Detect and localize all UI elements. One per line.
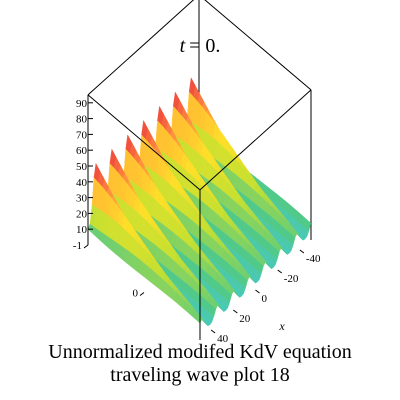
title-value: = 0. bbox=[189, 35, 220, 57]
x-tick-label: -40 bbox=[306, 253, 321, 265]
x-tick-mark bbox=[233, 309, 238, 314]
box-edge-top-back-right bbox=[204, 0, 312, 91]
z-tick-label: 70 bbox=[76, 129, 88, 141]
axis-ticks: 10 20 30 40 50 60 70 80 90 -1 0 -40 -20 0 20 40 x bbox=[73, 98, 321, 345]
title-variable: t bbox=[180, 35, 186, 57]
box-edge-top-front-left bbox=[87, 94, 201, 191]
z-tick-label: 90 bbox=[76, 98, 88, 110]
x-tick-label: -20 bbox=[284, 273, 299, 285]
y-tick-mark bbox=[83, 244, 89, 249]
x-tick-mark bbox=[299, 249, 305, 254]
z-tick-label: 60 bbox=[76, 145, 88, 157]
z-tick-label: 20 bbox=[76, 208, 88, 220]
bounding-box-back bbox=[87, 0, 312, 240]
wave-surface bbox=[87, 77, 312, 327]
caption-line-2: traveling wave plot 18 bbox=[110, 364, 290, 386]
x-tick-label: 0 bbox=[262, 293, 268, 305]
y-tick-mark bbox=[139, 292, 145, 296]
x-axis-label: x bbox=[278, 319, 285, 333]
plot-title: t = 0. bbox=[180, 35, 221, 57]
box-edge-top-back-left bbox=[87, 0, 195, 96]
z-tick-label: 10 bbox=[76, 224, 88, 236]
x-tick-mark bbox=[277, 269, 283, 274]
z-tick-label: 50 bbox=[76, 161, 88, 173]
bounding-box-front bbox=[87, 89, 312, 340]
title-text: t = 0. bbox=[180, 35, 221, 57]
z-tick-label: 30 bbox=[76, 193, 88, 205]
caption-line-1: Unnormalized modifed KdV equation bbox=[48, 341, 352, 363]
box-edge-top-front-right bbox=[199, 89, 312, 191]
x-tick-mark bbox=[210, 329, 216, 334]
x-tick-label: 40 bbox=[217, 333, 229, 345]
y-tick-label: -1 bbox=[73, 240, 82, 252]
z-tick-label: 40 bbox=[76, 177, 88, 189]
x-tick-mark bbox=[255, 289, 260, 294]
z-tick-label: 80 bbox=[76, 114, 88, 126]
y-tick-label: 0 bbox=[133, 288, 139, 300]
x-tick-label: 20 bbox=[239, 313, 251, 325]
caption: Unnormalized modifed KdV equation travel… bbox=[0, 341, 400, 387]
